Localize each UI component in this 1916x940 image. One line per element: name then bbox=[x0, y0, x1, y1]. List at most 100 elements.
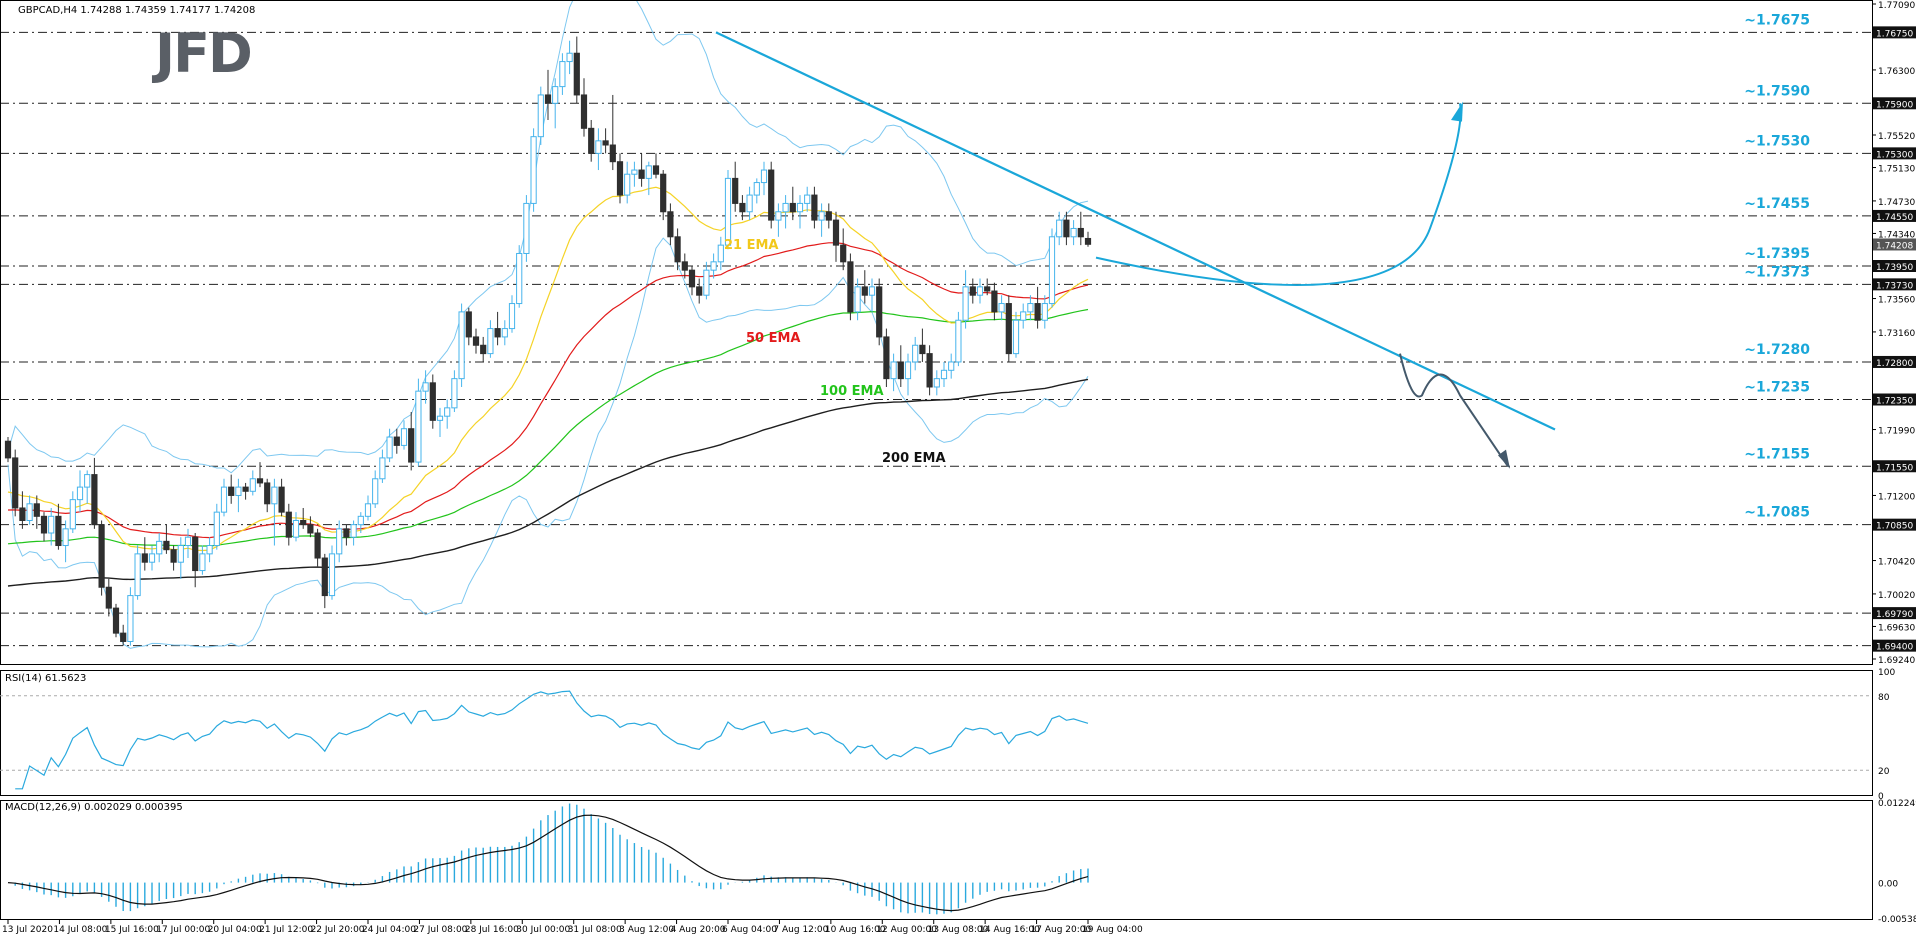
candle-body bbox=[984, 286, 991, 292]
candle-body bbox=[206, 545, 213, 555]
macd-title: MACD(12,26,9) 0.002029 0.000395 bbox=[5, 802, 183, 813]
level-tag bbox=[1873, 607, 1916, 620]
candle-body bbox=[969, 286, 976, 296]
candle-body bbox=[724, 177, 732, 246]
price-tick-label: 1.70420 bbox=[1878, 558, 1915, 568]
candle-body bbox=[127, 595, 134, 642]
candle-body bbox=[991, 290, 998, 313]
price-tick-label: 1.69630 bbox=[1878, 623, 1915, 633]
candle-body bbox=[933, 378, 940, 388]
candle-body bbox=[732, 177, 739, 204]
time-tick-label: 13 Jul 2020 bbox=[2, 925, 53, 935]
candle-body bbox=[408, 428, 415, 463]
candle-body bbox=[688, 269, 696, 288]
candle-body bbox=[472, 336, 480, 346]
candle-body bbox=[98, 524, 105, 588]
level-tag-label: 1.69790 bbox=[1876, 610, 1913, 620]
candle-body bbox=[429, 382, 436, 421]
level-label: ~1.7373 bbox=[1744, 264, 1810, 280]
time-tick-label: 20 Jul 04:00 bbox=[208, 925, 262, 935]
candle-body bbox=[451, 378, 458, 409]
candle-body bbox=[811, 194, 818, 221]
candle-body bbox=[552, 86, 559, 104]
candle-body bbox=[84, 474, 91, 488]
level-label: ~1.7155 bbox=[1744, 446, 1810, 462]
candle-body bbox=[300, 519, 307, 526]
candle-body bbox=[948, 361, 955, 371]
candle-body bbox=[307, 524, 314, 534]
trend-line bbox=[715, 31, 1556, 431]
candle-body bbox=[530, 136, 537, 204]
candle-body bbox=[616, 161, 624, 196]
candle-body bbox=[674, 236, 681, 263]
candle-body bbox=[1048, 236, 1056, 305]
candle-body bbox=[588, 127, 595, 154]
candle-body bbox=[919, 344, 926, 355]
candle-body bbox=[40, 515, 48, 534]
candle-body bbox=[458, 311, 465, 380]
price-tick-label: 1.70020 bbox=[1878, 591, 1915, 601]
candle-body bbox=[285, 511, 292, 538]
candle-body bbox=[4, 440, 12, 459]
candle-body bbox=[235, 486, 242, 496]
level-tag bbox=[1873, 393, 1916, 406]
candle-body bbox=[789, 202, 796, 213]
candle-body bbox=[1077, 227, 1084, 238]
candle-body bbox=[955, 319, 962, 363]
candle-body bbox=[912, 344, 919, 363]
level-tag bbox=[1873, 260, 1916, 272]
level-tag-label: 1.75300 bbox=[1876, 150, 1913, 160]
candle-body bbox=[487, 328, 494, 355]
bearish-arrow bbox=[1498, 449, 1510, 469]
candle-body bbox=[818, 211, 825, 221]
level-tag bbox=[1873, 97, 1916, 110]
level-label: ~1.7395 bbox=[1744, 246, 1810, 262]
candle-body bbox=[379, 457, 386, 480]
candle-body bbox=[134, 553, 141, 597]
candle-body bbox=[328, 553, 336, 597]
candle-body bbox=[976, 286, 984, 296]
candle-body bbox=[854, 286, 861, 313]
candle-body bbox=[717, 244, 724, 263]
candle-body bbox=[573, 52, 580, 96]
rsi-tick-label: 20 bbox=[1878, 767, 1890, 777]
candle-body bbox=[228, 486, 235, 496]
candle-body bbox=[415, 390, 422, 463]
level-tag-label: 1.72800 bbox=[1876, 359, 1913, 369]
level-label: ~1.7085 bbox=[1744, 505, 1810, 521]
candle-body bbox=[48, 515, 55, 534]
candle-body bbox=[264, 482, 271, 505]
candle-body bbox=[667, 211, 674, 238]
rsi-line bbox=[15, 690, 1089, 790]
candle-body bbox=[710, 261, 717, 271]
level-tag bbox=[1873, 209, 1916, 222]
rsi-pane-frame bbox=[0, 670, 1873, 796]
time-tick-label: 14 Aug 16:00 bbox=[979, 925, 1040, 935]
candle-body bbox=[314, 532, 321, 559]
candle-body bbox=[962, 286, 969, 321]
candle-body bbox=[537, 94, 544, 138]
level-tag-label: 1.74550 bbox=[1876, 213, 1913, 223]
macd-pane-frame bbox=[0, 800, 1873, 920]
candle-body bbox=[76, 486, 84, 501]
time-tick-label: 3 Aug 12:00 bbox=[619, 925, 674, 935]
candle-body bbox=[400, 428, 408, 446]
candle-body bbox=[1020, 311, 1027, 321]
candle-body bbox=[566, 52, 573, 63]
level-tag-label: 1.73730 bbox=[1876, 281, 1913, 291]
time-tick-label: 17 Jul 00:00 bbox=[156, 925, 210, 935]
candle-body bbox=[739, 202, 746, 213]
candle-body bbox=[825, 211, 832, 221]
candle-body bbox=[652, 165, 660, 175]
candle-body bbox=[271, 486, 278, 505]
price-tick-label: 1.75130 bbox=[1878, 165, 1915, 175]
level-tag bbox=[1873, 147, 1916, 160]
level-tag bbox=[1873, 355, 1916, 368]
candle-body bbox=[494, 328, 501, 338]
candle-body bbox=[609, 144, 616, 163]
level-tag-label: 1.69400 bbox=[1876, 643, 1913, 653]
candle-body bbox=[1034, 303, 1041, 321]
time-tick-label: 10 Aug 16:00 bbox=[825, 925, 886, 935]
time-tick-label: 7 Aug 12:00 bbox=[773, 925, 828, 935]
